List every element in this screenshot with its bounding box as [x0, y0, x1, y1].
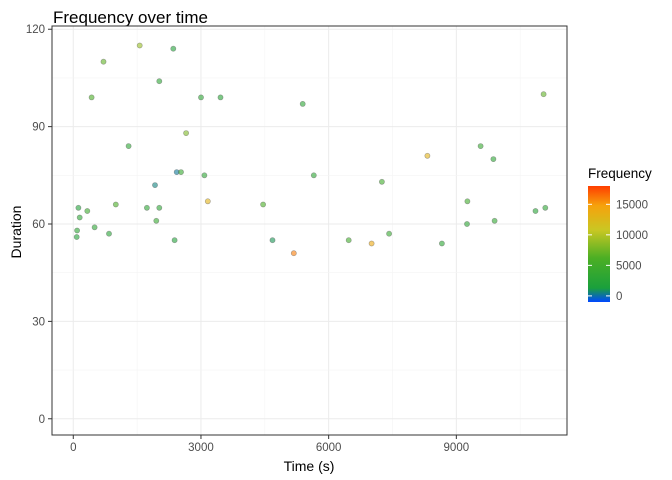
data-point	[91, 224, 98, 231]
data-point	[73, 234, 80, 240]
data-point	[156, 78, 163, 85]
data-point	[75, 204, 82, 211]
legend-label: 10000	[616, 230, 648, 242]
legend-colorbar	[588, 186, 610, 302]
y-tick-label: 60	[32, 219, 45, 231]
data-point	[153, 217, 160, 224]
data-point	[84, 208, 91, 214]
x-tick-label: 0	[70, 442, 76, 454]
data-point	[464, 221, 470, 227]
data-point	[183, 130, 189, 136]
data-point	[464, 198, 471, 205]
data-point	[269, 237, 276, 244]
data-point	[112, 201, 119, 208]
x-tick-label: 3000	[188, 442, 214, 454]
data-point	[424, 152, 431, 159]
x-tick-label: 9000	[444, 442, 470, 454]
data-point	[106, 230, 112, 237]
grid-lines	[52, 26, 567, 435]
data-point	[76, 214, 83, 221]
x-axis-title: Time (s)	[284, 458, 335, 474]
data-point	[438, 240, 445, 247]
y-tick-label: 30	[32, 316, 45, 328]
data-point	[290, 250, 297, 257]
data-point	[152, 182, 158, 188]
data-point	[491, 217, 498, 224]
data-point	[345, 237, 352, 244]
y-tick-label: 120	[26, 24, 45, 36]
data-point	[171, 237, 178, 244]
data-point	[88, 94, 95, 101]
data-point	[125, 143, 132, 149]
legend-label: 5000	[616, 260, 642, 272]
data-point	[204, 198, 211, 205]
data-point	[477, 143, 484, 149]
data-point	[310, 172, 317, 179]
data-point	[532, 208, 539, 214]
data-point	[74, 227, 80, 234]
data-point	[170, 45, 177, 52]
y-tick-label: 90	[32, 122, 45, 134]
legend-title: Frequency	[588, 166, 652, 181]
data-point	[136, 42, 143, 49]
chart-title: Frequency over time	[53, 8, 208, 27]
axis-ticks: 0 3000 6000 9000 0 30 60 90 120	[26, 24, 469, 454]
data-point	[178, 169, 184, 175]
data-point	[368, 240, 375, 247]
data-point	[198, 94, 204, 101]
data-point	[143, 204, 150, 211]
data-point	[260, 201, 266, 208]
data-point	[100, 58, 107, 65]
legend: Frequency 0 5000 10000 15000	[588, 166, 652, 303]
panel-border	[51, 25, 568, 436]
data-point	[386, 230, 392, 237]
y-tick-label: 0	[39, 414, 45, 426]
data-point	[378, 178, 385, 185]
data-point	[299, 101, 306, 107]
data-point	[217, 94, 224, 101]
data-point	[490, 156, 497, 162]
legend-label: 15000	[616, 199, 648, 211]
data-point	[540, 91, 547, 98]
data-point	[156, 204, 163, 211]
x-tick-label: 6000	[316, 442, 342, 454]
legend-label: 0	[616, 291, 622, 303]
y-axis-title: Duration	[8, 206, 24, 259]
data-points	[73, 42, 549, 257]
data-point	[542, 204, 549, 211]
data-point	[201, 172, 208, 179]
